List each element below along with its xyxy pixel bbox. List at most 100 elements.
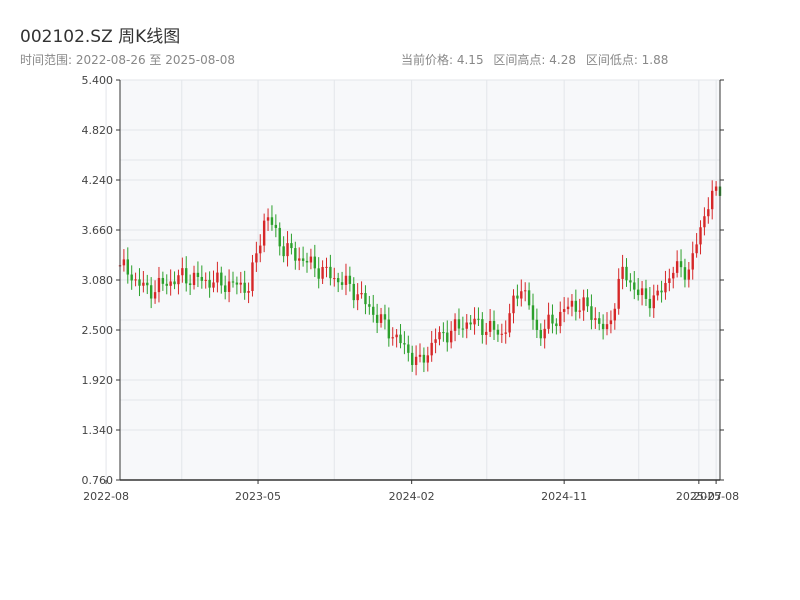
candle-body — [640, 288, 644, 296]
candle — [270, 205, 274, 231]
candle — [504, 320, 507, 344]
y-tick-label: 5.400 — [82, 74, 114, 87]
candle — [305, 252, 309, 273]
candle — [430, 330, 433, 362]
candle-body — [333, 278, 336, 280]
candle — [512, 289, 515, 324]
candle-body — [336, 278, 340, 283]
candle — [703, 207, 706, 236]
candle — [547, 302, 550, 334]
candle-body — [605, 324, 609, 330]
candle-body — [255, 253, 258, 263]
candle-body — [418, 354, 422, 357]
candle — [185, 256, 188, 292]
candle — [360, 281, 363, 299]
candle-body — [551, 314, 554, 324]
candle-body — [204, 279, 207, 281]
candle-body — [601, 323, 605, 330]
candle — [282, 236, 285, 263]
candle-body — [274, 224, 278, 228]
candle-body — [625, 266, 628, 281]
candle — [434, 328, 437, 354]
candle-body — [383, 314, 387, 320]
candle-body — [707, 209, 710, 217]
candle-body — [146, 282, 149, 286]
candle-body — [403, 343, 406, 345]
candle-body — [691, 253, 694, 270]
y-tick-label: 3.080 — [82, 274, 114, 287]
candle — [216, 261, 219, 293]
candle — [411, 345, 414, 372]
candle-body — [508, 313, 511, 333]
candle — [153, 280, 157, 304]
candle — [325, 257, 328, 278]
candle-body — [594, 318, 597, 320]
candle — [142, 271, 145, 293]
candle — [243, 270, 246, 300]
candle — [617, 268, 620, 315]
candle-body — [465, 322, 468, 329]
candle — [473, 307, 476, 335]
candle-body — [298, 258, 301, 261]
candle-body — [570, 300, 574, 307]
candle — [644, 279, 648, 306]
candle-body — [325, 266, 328, 268]
candle — [687, 261, 691, 288]
candle-body — [278, 227, 281, 247]
candle-body — [656, 290, 659, 296]
candle — [570, 294, 574, 317]
candle — [555, 318, 558, 335]
candle — [188, 274, 192, 295]
candle — [648, 287, 652, 317]
candle-body — [660, 290, 663, 293]
candle-body — [340, 282, 344, 285]
candle — [259, 234, 262, 263]
candle-body — [422, 354, 426, 363]
candle — [699, 220, 702, 255]
candle-body — [220, 272, 223, 286]
y-tick-label: 2.500 — [82, 324, 114, 337]
candle — [239, 271, 242, 294]
candle — [266, 208, 270, 231]
candle — [262, 213, 266, 253]
candle — [656, 284, 659, 301]
candle — [192, 265, 196, 290]
candle-body — [566, 306, 570, 310]
candle — [227, 269, 231, 303]
candle-body — [539, 329, 542, 339]
candle-body — [352, 283, 355, 301]
candle-body — [562, 309, 566, 312]
candle — [543, 319, 546, 349]
candle-body — [636, 289, 640, 296]
candle-body — [208, 279, 211, 288]
candle — [375, 303, 379, 334]
candle-body — [149, 285, 153, 299]
candle-body — [512, 295, 515, 314]
candle — [165, 274, 168, 295]
candle-body — [446, 332, 449, 343]
candle-body — [181, 268, 184, 276]
candle-body — [547, 314, 550, 329]
current-price: 当前价格: 4.15 — [401, 53, 484, 67]
candle-body — [543, 328, 546, 339]
candle-body — [212, 282, 215, 288]
candle-body — [196, 272, 200, 277]
candle — [321, 260, 324, 284]
candle — [609, 310, 613, 334]
candle-body — [598, 318, 601, 324]
candle — [446, 320, 449, 352]
candle — [660, 280, 663, 303]
candle-body — [407, 344, 410, 353]
period-high: 区间高点: 4.28 — [493, 53, 576, 67]
candle — [286, 231, 289, 267]
candle — [255, 241, 258, 272]
candle-body — [165, 283, 168, 286]
candle — [672, 266, 675, 289]
axes: 5.400 4.820 4.240 3.660 3.080 2.500 1.920 1.340… — [82, 74, 740, 503]
candle — [278, 222, 281, 256]
candle — [679, 249, 683, 278]
candle — [290, 233, 293, 255]
candle — [181, 257, 184, 283]
y-tick-label: 1.340 — [82, 424, 114, 437]
